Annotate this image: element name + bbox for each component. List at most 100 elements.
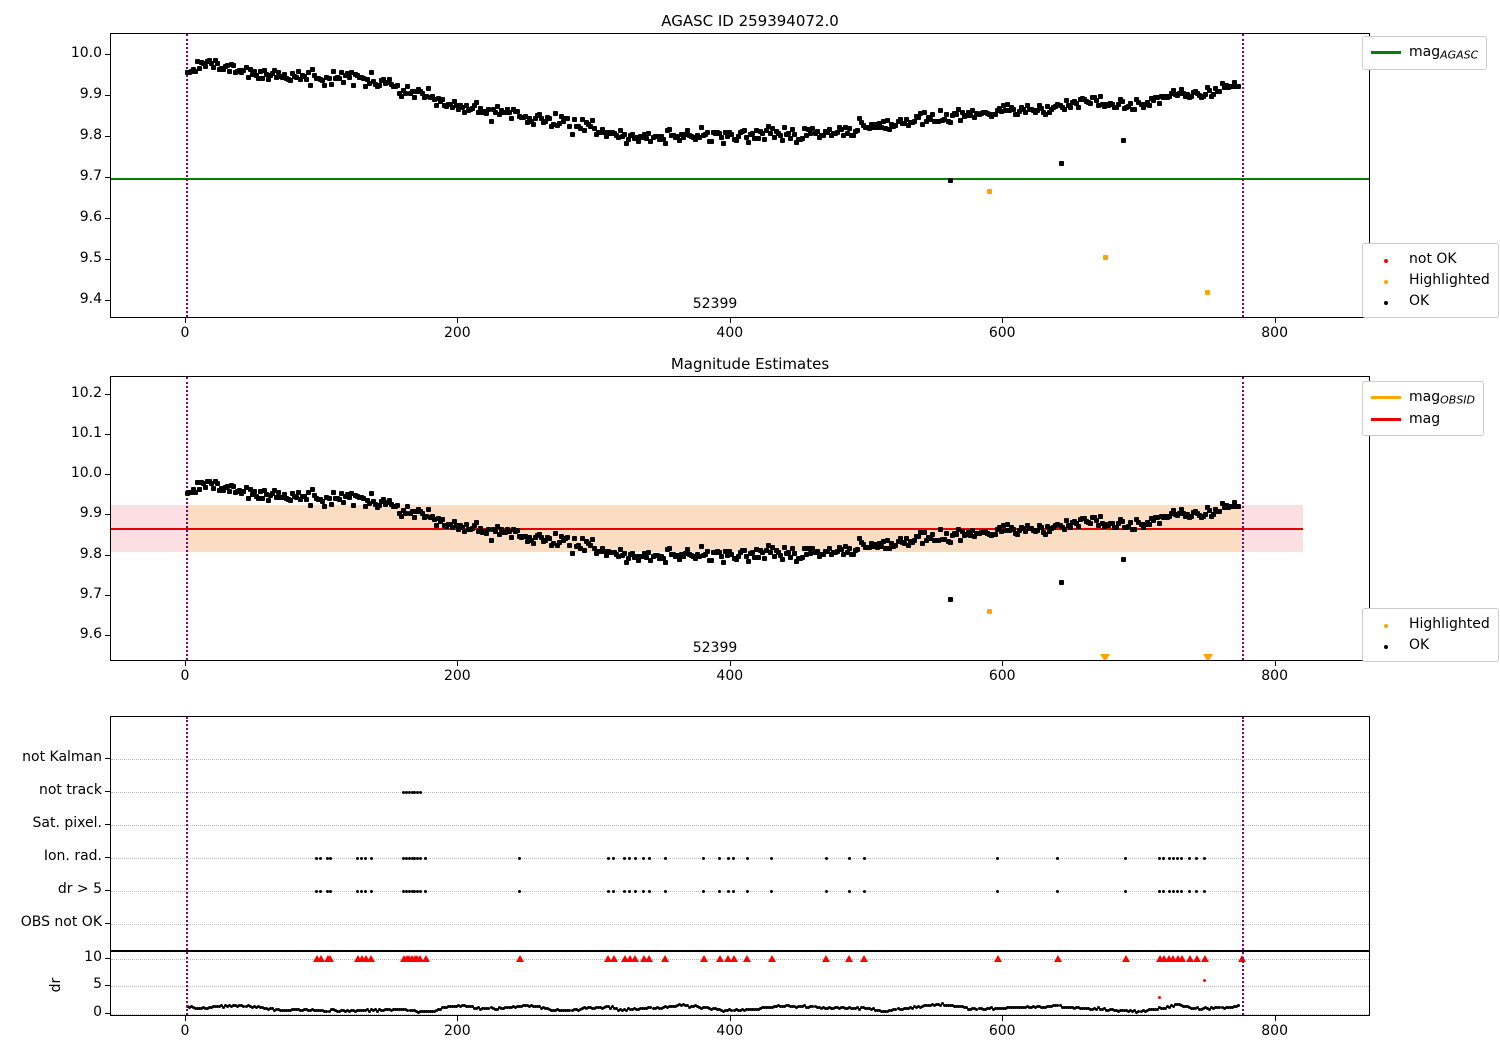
data-point-ok [680,135,686,141]
data-point-ok [215,481,221,487]
y-tick-label: 9.7 [79,585,102,602]
dr-data-point [1194,1007,1198,1011]
data-point-ok [1166,513,1172,519]
dr-y-tick-label: 0 [93,1003,102,1020]
dr-data-point [787,1004,791,1008]
data-point-ok [658,553,664,559]
dr-data-point [1234,1004,1238,1008]
legend-mag-agasc[interactable]: magAGASC [1362,36,1488,70]
data-point-ok [411,94,417,100]
data-point-ok [786,549,792,555]
dr-data-point [376,1009,380,1013]
legend-status-panel1[interactable]: not OK Highlighted OK [1362,243,1499,318]
legend-mag-agasc-item[interactable]: magAGASC [1371,42,1478,64]
dr-data-point [1133,1009,1137,1013]
data-point-ok [936,118,942,124]
flag-marker [356,856,360,860]
data-point-ok [1073,101,1079,107]
dr-data-point [1040,1005,1044,1009]
data-point-ok [1010,526,1016,532]
data-point-ok [970,108,976,114]
data-point-ok [371,498,377,504]
data-point-ok [265,497,271,503]
x-tick-mark [184,1016,186,1021]
dr-data-point [878,1009,882,1013]
data-point-ok [281,71,287,77]
data-point-ok [255,76,261,82]
dr-data-point [291,1008,295,1012]
legend-mag-lines[interactable]: magOBSID mag [1362,381,1485,436]
dr-clipped-marker [699,954,708,962]
legend-mag-lines-item[interactable]: mag [1371,409,1475,430]
data-point-ok [460,105,466,111]
data-point-ok [367,500,373,506]
data-point-ok [1091,514,1097,520]
data-point-ok [834,130,840,136]
y-tick-mark [105,594,110,596]
dr-data-point [937,1003,941,1007]
data-point-ok [840,552,846,558]
dr-data-point [657,1006,661,1010]
x-tick-label: 800 [1261,1023,1288,1039]
data-point-ok [364,497,370,503]
dr-data-point [513,1005,517,1009]
data-point-ok [1006,107,1012,113]
data-point-ok [1170,88,1176,94]
data-point-ok [1140,105,1146,111]
data-point-ok [367,80,373,86]
legend-status-panel1-item[interactable]: Highlighted [1371,270,1490,291]
data-point-ok [772,553,777,559]
data-point-ok [575,123,581,129]
data-point-ok [294,74,300,80]
flag-marker [732,889,735,893]
legend-status-panel2[interactable]: Highlighted OK [1362,608,1499,662]
data-point-ok [194,479,200,485]
dr-data-point [611,1005,614,1009]
dr-data-point [906,1006,910,1010]
dr-data-point [1208,1007,1212,1011]
data-point-ok [537,531,543,537]
dr-data-point [355,1009,359,1013]
dr-data-point [594,1006,598,1010]
data-point-ok [915,534,921,540]
flag-marker [623,889,627,893]
dr-data-point [562,1009,566,1013]
data-point-ok [577,545,583,551]
data-point-ok [454,522,460,528]
dr-y-tick-label: 5 [93,976,102,993]
dr-clipped-marker [316,954,325,962]
x-tick-label: 400 [716,325,744,341]
flag-row-label: dr > 5 [57,881,102,897]
legend-status-panel1-item[interactable]: OK [1371,291,1490,312]
legend-status-panel2-item[interactable]: Highlighted [1371,614,1490,635]
legend-mag-lines-item[interactable]: magOBSID [1371,387,1475,409]
legend-dot-swatch [1384,645,1388,649]
data-point-ok [188,489,194,495]
legend-status-panel2-item[interactable]: OK [1371,635,1490,656]
data-point-ok [533,115,539,121]
data-point-ok [938,107,944,113]
dr-data-point [862,1006,866,1010]
dr-data-point [922,1004,926,1008]
dr-data-point [669,1005,673,1009]
flag-marker [1176,856,1180,860]
x-tick-mark [1002,1016,1004,1021]
dr-data-point [530,1003,533,1007]
flag-marker [642,889,646,893]
data-point-ok [1154,514,1160,520]
flag-marker [770,856,774,860]
dr-data-point [588,1006,592,1010]
legend-status-panel1-item[interactable]: not OK [1371,249,1490,270]
data-point-ok [741,547,747,553]
dr-data-point [845,1006,849,1010]
data-point-ok [1110,101,1116,107]
data-point-ok [792,131,798,137]
data-point-ok [877,121,883,127]
data-point-ok [599,127,605,133]
dr-data-point [315,1009,319,1013]
dr-data-point [714,1007,718,1011]
data-point-ok [247,66,253,72]
flag-marker [824,889,828,893]
flag-marker [413,856,417,860]
dr-data-point [523,1003,527,1007]
